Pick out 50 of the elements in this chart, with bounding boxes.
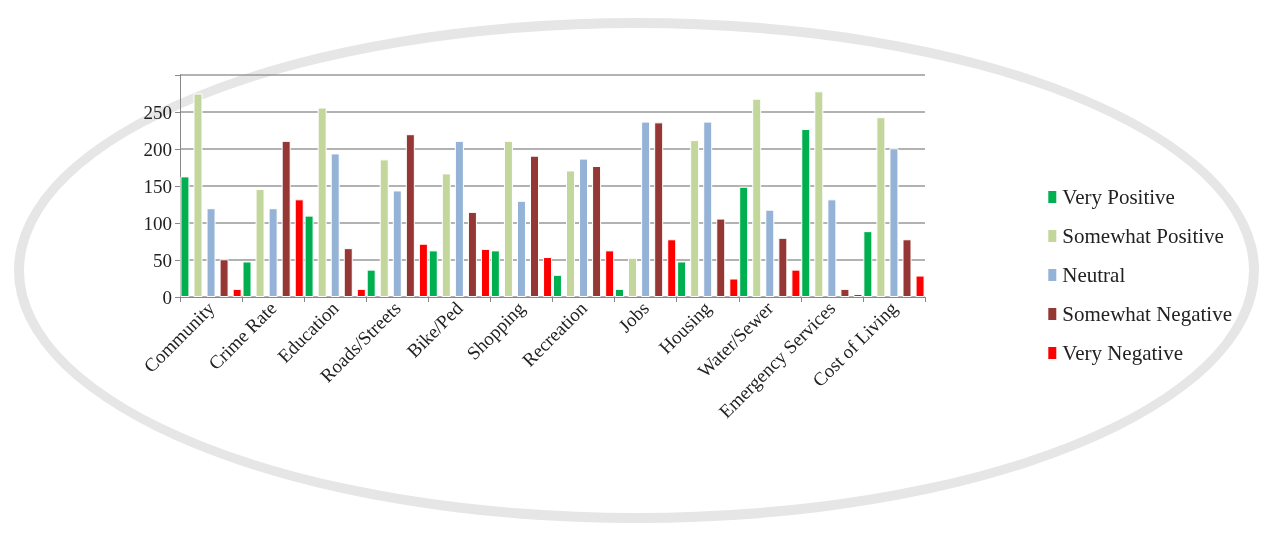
bar: [530, 155, 540, 297]
bar: [454, 140, 464, 297]
y-tick-label: 250: [143, 101, 172, 123]
bar: [814, 91, 824, 297]
y-tick-label: 0: [162, 286, 172, 308]
x-tick-label: Jobs: [614, 297, 654, 337]
bar: [206, 208, 216, 297]
bar: [915, 275, 925, 297]
y-tick-label: 150: [143, 175, 172, 197]
bar: [392, 190, 402, 297]
bar: [628, 257, 638, 297]
bar: [654, 122, 664, 297]
legend-label: Very Negative: [1062, 341, 1183, 365]
bar: [219, 259, 229, 297]
legend-label: Somewhat Negative: [1062, 302, 1232, 326]
bar: [565, 170, 575, 297]
bar: [516, 200, 526, 297]
bar: [641, 121, 651, 297]
bar: [716, 218, 726, 297]
bar: [579, 158, 589, 297]
bar: [343, 248, 353, 297]
y-tick-label: 50: [153, 249, 172, 271]
bar: [317, 107, 327, 297]
bar: [752, 98, 762, 297]
legend-label: Very Positive: [1062, 185, 1175, 209]
bar: [255, 188, 265, 297]
bar: [703, 121, 713, 297]
bar: [330, 153, 340, 297]
bar: [180, 176, 190, 297]
bar: [592, 166, 602, 297]
bar: [827, 199, 837, 297]
bar: [193, 93, 203, 297]
bar: [405, 134, 415, 297]
bar: [765, 209, 775, 297]
legend-label: Somewhat Positive: [1062, 224, 1224, 248]
bar: [690, 140, 700, 297]
bar: [840, 288, 850, 297]
bar: [467, 211, 477, 297]
bar: [281, 140, 291, 297]
bar: [441, 173, 451, 297]
bar: [268, 208, 278, 297]
bar: [503, 140, 513, 297]
y-tick-label: 200: [143, 138, 172, 160]
bar: [379, 159, 389, 297]
bar: [876, 117, 886, 297]
bar: [902, 239, 912, 297]
bar: [778, 237, 788, 297]
legend-label: Neutral: [1062, 263, 1126, 287]
y-tick-label: 100: [143, 212, 172, 234]
bar: [889, 148, 899, 297]
